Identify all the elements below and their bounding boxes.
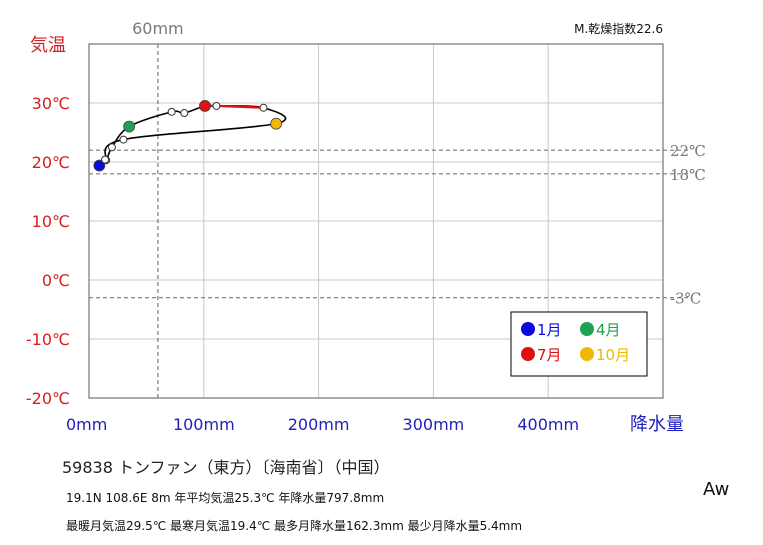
legend-marker bbox=[580, 322, 594, 336]
y-tick-label: 20℃ bbox=[32, 153, 70, 172]
month-point-7 bbox=[199, 100, 211, 112]
series-line bbox=[98, 104, 287, 167]
legend-label: 10月 bbox=[596, 346, 630, 364]
reference-label-y: 18℃ bbox=[670, 166, 706, 184]
x-axis-label: 降水量 bbox=[630, 414, 684, 435]
x-tick-label: 300mm bbox=[403, 415, 465, 434]
legend-label: 7月 bbox=[537, 346, 562, 364]
legend-marker bbox=[521, 322, 535, 336]
plot-frame bbox=[88, 43, 664, 399]
y-tick-label: -20℃ bbox=[26, 389, 70, 408]
station-info-line-1: 19.1N 108.6E 8m 年平均気温25.3℃ 年降水量797.8mm bbox=[66, 491, 385, 505]
reference-label-y: 22℃ bbox=[670, 142, 706, 160]
legend-marker bbox=[521, 347, 535, 361]
month-point-3 bbox=[107, 143, 116, 152]
month-point-12 bbox=[101, 155, 110, 164]
legend-label: 4月 bbox=[596, 321, 621, 339]
series-path bbox=[98, 104, 287, 167]
tick-labels: 30℃ 20℃ 10℃ 0℃ -10℃ -20℃ 0mm 100mm 200mm 300mm 400… bbox=[26, 94, 579, 434]
month-point-6 bbox=[180, 109, 189, 118]
month-point-9 bbox=[259, 103, 268, 112]
x-tick-label: 0mm bbox=[66, 415, 107, 434]
reference-lines: 60mm 22℃ 18℃ -3℃ bbox=[89, 19, 706, 398]
reference-label-x: 60mm bbox=[132, 19, 184, 38]
x-tick-label: 200mm bbox=[288, 415, 350, 434]
dryness-index-annotation: M.乾燥指数22.6 bbox=[574, 21, 663, 36]
station-info-line-2: 最暖月気温29.5℃ 最寒月気温19.4℃ 最多月降水量162.3mm 最少月降… bbox=[66, 519, 523, 533]
month-point-4 bbox=[123, 120, 136, 133]
month-point-8 bbox=[212, 101, 221, 110]
y-axis-label: 気温 bbox=[30, 35, 66, 56]
month-point-11 bbox=[119, 135, 128, 144]
climate-class: Aw bbox=[703, 479, 730, 500]
y-tick-label: 0℃ bbox=[42, 271, 70, 290]
y-tick-label: 30℃ bbox=[32, 94, 70, 113]
grid-lines bbox=[89, 44, 663, 398]
station-name: 59838 トンファン（東方）〔海南省〕（中国） bbox=[62, 458, 390, 477]
month-points bbox=[93, 100, 283, 172]
x-tick-label: 100mm bbox=[173, 415, 235, 434]
legend-label: 1月 bbox=[537, 321, 562, 339]
legend-box bbox=[510, 311, 648, 377]
legend-marker bbox=[580, 347, 594, 361]
x-tick-label: 400mm bbox=[517, 415, 579, 434]
month-point-10 bbox=[270, 117, 283, 130]
y-tick-label: -10℃ bbox=[26, 330, 70, 349]
month-point-1 bbox=[93, 159, 106, 172]
reference-label-y: -3℃ bbox=[670, 290, 701, 308]
legend: 1月 4月 7月 10月 bbox=[510, 311, 648, 377]
y-tick-label: 10℃ bbox=[32, 212, 70, 231]
month-point-5 bbox=[167, 107, 176, 116]
